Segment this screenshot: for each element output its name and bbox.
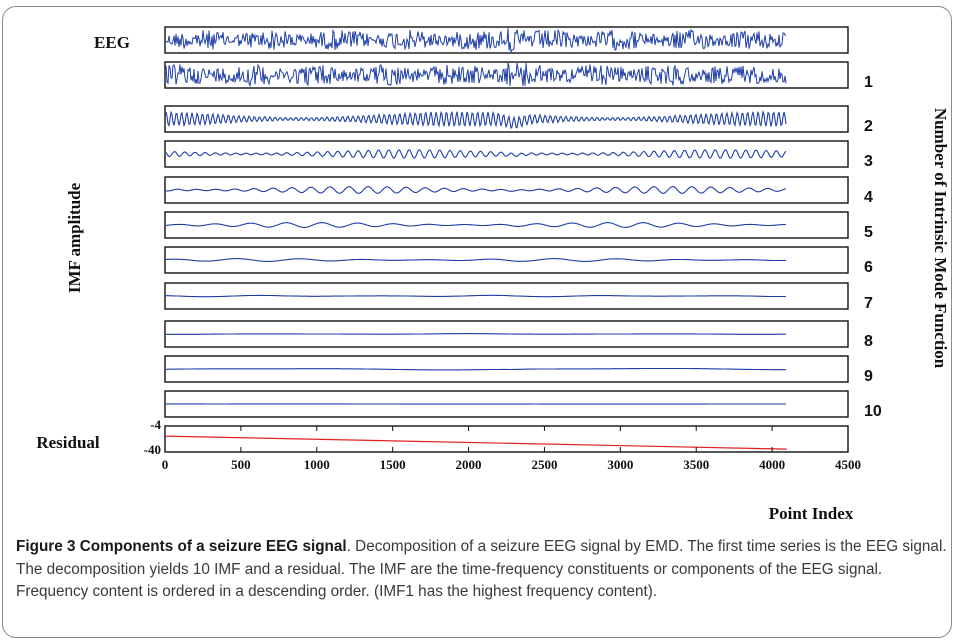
- x-tick-label: 500: [231, 457, 251, 472]
- figure-caption: Figure 3 Components of a seizure EEG sig…: [16, 536, 951, 604]
- series-line-imf8: [166, 333, 786, 335]
- imf-number-label: 6: [864, 259, 873, 276]
- series-line-imf3: [165, 149, 787, 159]
- x-tick-label: 1500: [380, 457, 406, 472]
- imf-number-label: 2: [864, 118, 873, 135]
- figure-frame: [2, 6, 952, 638]
- series-line-eeg: [165, 28, 787, 54]
- residual-panel: -4 -400 500 1000 1500 2000 2500 3000 3500 4000 450…: [144, 417, 861, 472]
- imf-number-label: 1: [864, 74, 873, 91]
- emd-decomposition-chart: 1 2 3 4 5 6 7 8 9 10 -4 -400 500 1000 1500 2000 2500 300…: [36, 26, 950, 523]
- imf-number-label: 4: [864, 189, 873, 206]
- series-line-imf7: [165, 294, 786, 298]
- panel-box-imf2: [164, 105, 849, 133]
- residual-ytick-label: -40: [144, 442, 161, 457]
- x-tick-label: 2500: [531, 457, 557, 472]
- residual-ytick-label: -4: [150, 417, 161, 432]
- imf-number-label: 8: [864, 333, 873, 350]
- right-axis-label: Number of Intrinsic Mode Function: [931, 108, 950, 369]
- series-line-imf2: [165, 109, 787, 130]
- residual-line: [164, 435, 787, 450]
- eeg-label: EEG: [94, 33, 130, 52]
- caption-text: . Decomposition of a seizure EEG signal …: [16, 538, 947, 601]
- x-tick-label: 2000: [456, 457, 482, 472]
- imf-number-label: 5: [864, 224, 873, 241]
- x-tick-label: 4500: [835, 457, 861, 472]
- series-line-imf1: [165, 62, 787, 88]
- caption-title: Figure 3 Components of a seizure EEG sig…: [16, 538, 347, 555]
- imf-number-label: 3: [864, 153, 873, 170]
- x-tick-label: 1000: [304, 457, 330, 472]
- y-axis-label: IMF amplitude: [65, 182, 84, 293]
- x-tick-label: 0: [162, 457, 169, 472]
- x-tick-label: 3500: [683, 457, 709, 472]
- series-line-imf6: [165, 258, 787, 262]
- x-tick-label: 3000: [607, 457, 633, 472]
- imf-number-label: 7: [864, 295, 873, 312]
- imf-number-label: 10: [864, 403, 882, 420]
- x-axis-label: Point Index: [769, 504, 854, 523]
- series-line-imf9: [166, 367, 786, 371]
- residual-label: Residual: [36, 433, 100, 452]
- series-line-imf5: [165, 222, 786, 228]
- panel-box-imf3: [164, 140, 849, 168]
- imf-number-label: 9: [864, 368, 873, 385]
- series-line-imf4: [165, 186, 787, 194]
- x-tick-label: 4000: [759, 457, 785, 472]
- imf-panels: 1 2 3 4 5 6 7 8 9 10: [164, 26, 882, 420]
